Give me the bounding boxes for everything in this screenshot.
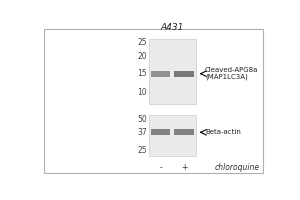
Text: -: - — [159, 163, 162, 172]
Text: 15: 15 — [137, 69, 147, 78]
Text: Cleaved-APG8a
(MAP1LC3A): Cleaved-APG8a (MAP1LC3A) — [205, 67, 258, 80]
Text: 20: 20 — [137, 52, 147, 61]
Text: +: + — [181, 163, 187, 172]
Text: 50: 50 — [137, 115, 147, 124]
Bar — [151, 71, 170, 77]
Bar — [174, 71, 194, 77]
Text: 10: 10 — [137, 88, 147, 97]
Text: 37: 37 — [137, 128, 147, 137]
Bar — [149, 39, 196, 104]
Text: Beta-actin: Beta-actin — [205, 129, 241, 135]
Bar — [149, 115, 196, 156]
Text: A431: A431 — [161, 23, 184, 32]
Bar — [151, 129, 170, 135]
Text: chloroquine: chloroquine — [214, 163, 259, 172]
Text: 25: 25 — [137, 38, 147, 47]
Bar — [174, 129, 194, 135]
Text: 25: 25 — [137, 146, 147, 155]
